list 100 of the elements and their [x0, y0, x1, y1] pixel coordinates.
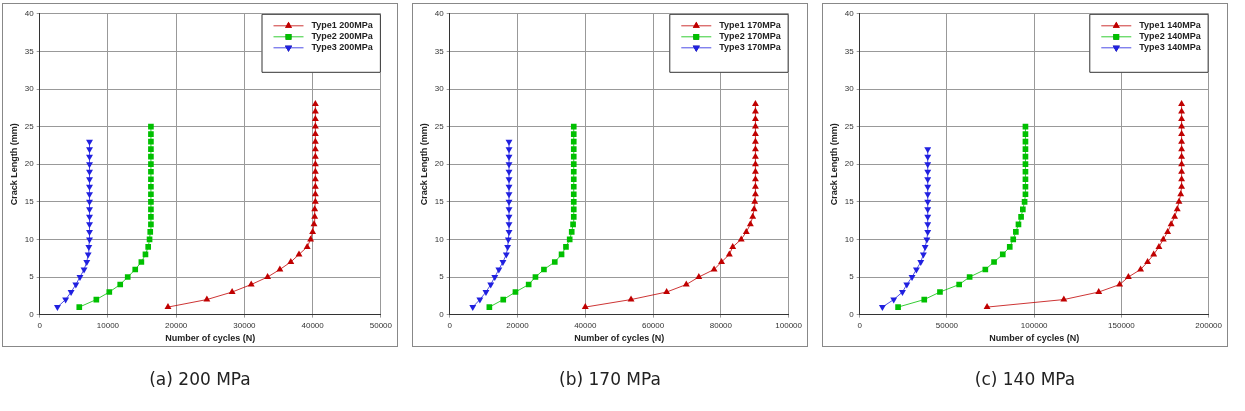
legend-label: Type3 140MPa: [1139, 42, 1202, 53]
point: [53, 305, 61, 312]
y-tick-label: 20: [844, 159, 855, 169]
point: [924, 207, 932, 214]
point: [895, 304, 901, 310]
point: [86, 147, 93, 154]
point: [917, 259, 925, 266]
point: [1022, 153, 1029, 160]
x-axis-title: Number of cycles (N): [989, 333, 1080, 344]
point: [86, 192, 93, 199]
point: [898, 290, 906, 297]
legend-label: Type1 170MPa: [719, 20, 782, 31]
y-tick-label: 35: [844, 46, 855, 56]
point: [76, 275, 84, 281]
point: [570, 191, 577, 198]
point: [505, 214, 513, 221]
point: [86, 207, 93, 214]
point: [751, 175, 759, 182]
point: [924, 192, 932, 199]
point: [924, 154, 932, 161]
y-tick-label: 20: [434, 159, 445, 169]
point: [751, 122, 759, 129]
y-tick-label: 30: [434, 84, 445, 94]
legend-label: Type2 200MPa: [311, 31, 374, 42]
point: [570, 198, 577, 205]
legend-label: Type2 170MPa: [719, 31, 782, 42]
point: [1006, 244, 1013, 250]
y-tick-label: 10: [844, 234, 855, 244]
point: [86, 177, 93, 184]
point: [570, 168, 577, 175]
point: [1178, 160, 1186, 167]
point: [148, 198, 154, 205]
point: [682, 280, 690, 287]
point: [1178, 100, 1186, 107]
point: [1144, 257, 1152, 264]
point: [570, 176, 577, 183]
point: [83, 259, 91, 266]
point: [504, 244, 512, 251]
point: [924, 177, 932, 184]
point: [86, 222, 93, 229]
point: [106, 289, 113, 295]
point: [482, 290, 490, 297]
point: [627, 295, 635, 302]
point: [311, 197, 319, 204]
point: [311, 205, 319, 212]
point: [311, 175, 319, 182]
y-tick-label: 10: [434, 234, 445, 244]
point: [966, 274, 973, 280]
point: [1175, 197, 1183, 204]
point: [86, 237, 93, 244]
x-tick-label: 30000: [233, 320, 257, 330]
point: [148, 161, 154, 168]
point: [311, 190, 319, 197]
point: [495, 267, 503, 274]
x-tick-label: 200000: [1195, 320, 1223, 330]
point: [570, 138, 577, 145]
point: [924, 169, 932, 176]
point: [1020, 206, 1026, 213]
point: [1010, 236, 1017, 243]
y-tick-label: 15: [434, 197, 445, 206]
y-tick-label: 40: [24, 9, 35, 18]
x-tick-label: 40000: [301, 320, 325, 330]
point: [505, 207, 513, 214]
point: [751, 182, 759, 189]
point: [1022, 168, 1029, 175]
point: [924, 214, 932, 221]
point: [469, 305, 477, 312]
point: [742, 227, 750, 234]
point: [1178, 115, 1186, 122]
point: [1013, 229, 1019, 235]
point: [311, 152, 319, 159]
point: [982, 266, 989, 273]
point: [148, 138, 154, 145]
point: [264, 273, 272, 279]
point: [491, 275, 499, 281]
point: [86, 162, 93, 169]
point: [1164, 227, 1172, 234]
x-tick-label: 40000: [574, 320, 597, 330]
y-tick-label: 10: [24, 234, 35, 244]
x-tick-label: 60000: [641, 320, 665, 330]
y-axis-title: Crack Length (mm): [828, 123, 839, 206]
point: [1177, 190, 1185, 197]
legend-label: Type1 140MPa: [1139, 20, 1202, 31]
y-tick-label: 25: [434, 121, 445, 131]
x-tick-label: 0: [447, 320, 453, 330]
point: [921, 244, 929, 251]
text: (b) 170 MPa: [559, 369, 661, 389]
point: [751, 152, 759, 159]
point: [1178, 182, 1186, 189]
point: [1116, 280, 1124, 287]
x-axis-title: Number of cycles (N): [574, 333, 665, 344]
point: [148, 153, 154, 160]
point: [117, 281, 124, 288]
point: [505, 222, 513, 229]
point: [1178, 175, 1186, 182]
point: [148, 168, 154, 175]
y-tick-label: 25: [844, 121, 855, 131]
point: [148, 206, 154, 213]
point: [570, 214, 577, 220]
point: [751, 130, 759, 137]
